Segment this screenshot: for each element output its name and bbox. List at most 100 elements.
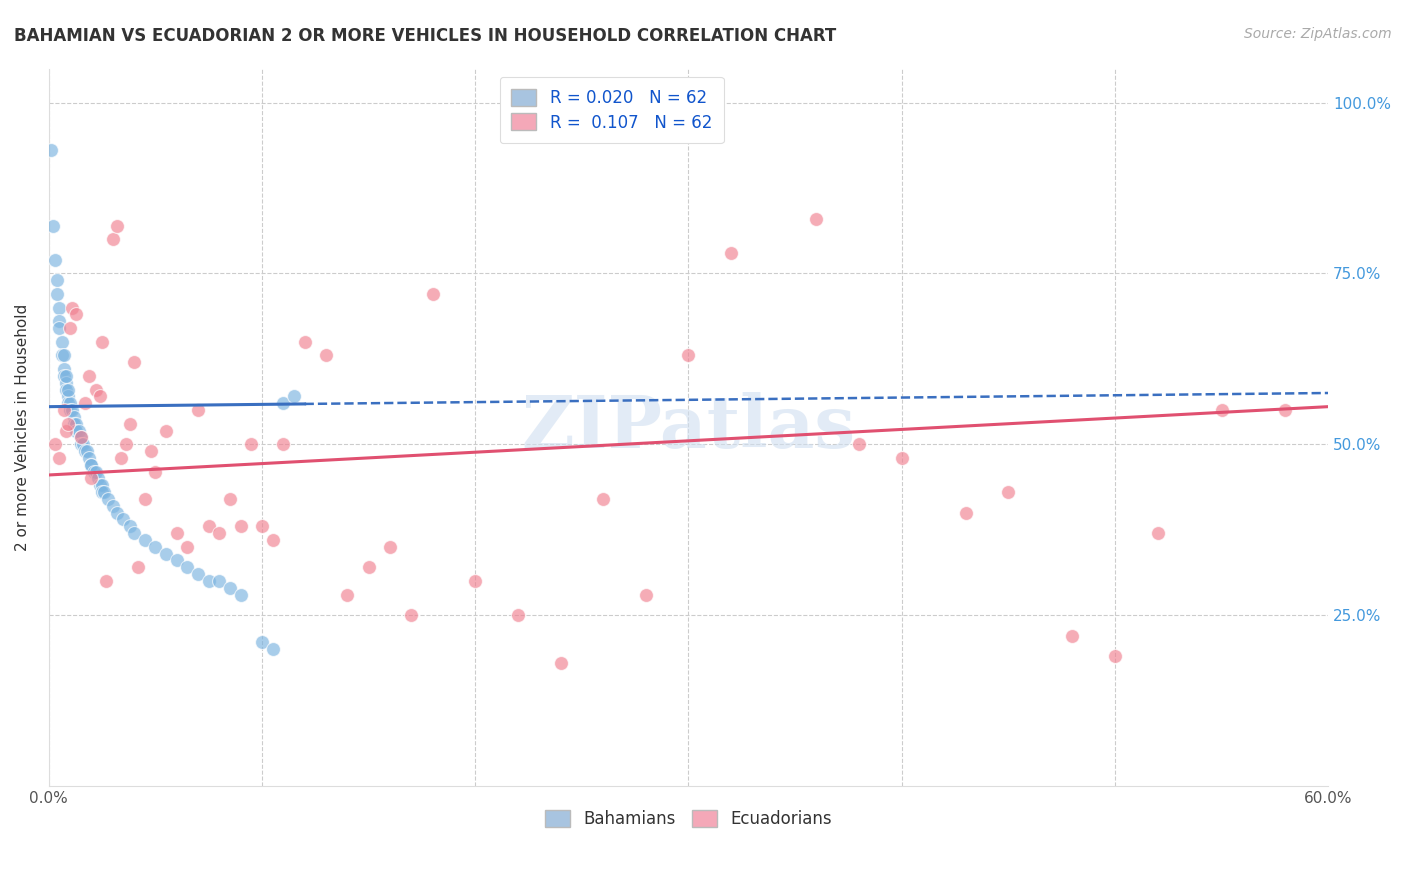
Point bbox=[229, 519, 252, 533]
Point bbox=[56, 389, 79, 403]
Point bbox=[114, 437, 136, 451]
Point bbox=[592, 491, 614, 506]
Point bbox=[271, 437, 294, 451]
Point bbox=[84, 465, 107, 479]
Point bbox=[77, 450, 100, 465]
Point bbox=[48, 301, 70, 315]
Point bbox=[634, 587, 657, 601]
Point bbox=[55, 424, 77, 438]
Point bbox=[65, 308, 87, 322]
Point bbox=[51, 348, 73, 362]
Point bbox=[83, 465, 105, 479]
Legend: Bahamians, Ecuadorians: Bahamians, Ecuadorians bbox=[538, 804, 839, 835]
Point bbox=[69, 430, 91, 444]
Point bbox=[357, 560, 380, 574]
Point bbox=[155, 547, 177, 561]
Point bbox=[76, 444, 98, 458]
Point bbox=[48, 314, 70, 328]
Point bbox=[550, 656, 572, 670]
Point bbox=[39, 144, 62, 158]
Point bbox=[250, 519, 273, 533]
Point bbox=[80, 458, 103, 472]
Point bbox=[145, 465, 167, 479]
Point bbox=[294, 334, 316, 349]
Point bbox=[67, 424, 90, 438]
Point bbox=[890, 450, 912, 465]
Point bbox=[229, 587, 252, 601]
Point bbox=[44, 252, 66, 267]
Point bbox=[97, 491, 120, 506]
Point bbox=[65, 424, 87, 438]
Point bbox=[1274, 403, 1296, 417]
Point bbox=[89, 389, 111, 403]
Point bbox=[77, 368, 100, 383]
Point bbox=[506, 607, 529, 622]
Point bbox=[118, 519, 141, 533]
Text: BAHAMIAN VS ECUADORIAN 2 OR MORE VEHICLES IN HOUSEHOLD CORRELATION CHART: BAHAMIAN VS ECUADORIAN 2 OR MORE VEHICLE… bbox=[14, 27, 837, 45]
Point bbox=[91, 334, 114, 349]
Point bbox=[166, 526, 188, 541]
Point bbox=[399, 607, 422, 622]
Point bbox=[955, 506, 977, 520]
Point bbox=[1211, 403, 1233, 417]
Point bbox=[91, 485, 114, 500]
Point bbox=[51, 334, 73, 349]
Point bbox=[166, 553, 188, 567]
Point bbox=[208, 574, 231, 588]
Point bbox=[101, 232, 124, 246]
Point bbox=[80, 458, 103, 472]
Point bbox=[60, 403, 83, 417]
Point bbox=[1146, 526, 1168, 541]
Point bbox=[678, 348, 700, 362]
Point bbox=[46, 287, 69, 301]
Point bbox=[93, 485, 115, 500]
Point bbox=[84, 383, 107, 397]
Point bbox=[69, 437, 91, 451]
Point bbox=[176, 560, 198, 574]
Point bbox=[56, 396, 79, 410]
Point bbox=[55, 376, 77, 390]
Point bbox=[122, 355, 145, 369]
Point bbox=[139, 444, 162, 458]
Point bbox=[52, 348, 75, 362]
Point bbox=[806, 211, 828, 226]
Point bbox=[48, 321, 70, 335]
Point bbox=[73, 444, 96, 458]
Point bbox=[240, 437, 263, 451]
Point bbox=[464, 574, 486, 588]
Point bbox=[69, 430, 91, 444]
Point bbox=[105, 506, 128, 520]
Point bbox=[89, 478, 111, 492]
Point bbox=[65, 417, 87, 431]
Point bbox=[80, 471, 103, 485]
Point bbox=[55, 368, 77, 383]
Point bbox=[197, 574, 219, 588]
Point bbox=[73, 396, 96, 410]
Point bbox=[96, 574, 118, 588]
Point bbox=[42, 219, 65, 233]
Point bbox=[134, 533, 156, 547]
Point bbox=[197, 519, 219, 533]
Point bbox=[422, 287, 444, 301]
Point bbox=[378, 540, 401, 554]
Point bbox=[848, 437, 870, 451]
Point bbox=[127, 560, 149, 574]
Point bbox=[315, 348, 337, 362]
Point bbox=[336, 587, 359, 601]
Y-axis label: 2 or more Vehicles in Household: 2 or more Vehicles in Household bbox=[15, 303, 30, 550]
Point bbox=[262, 642, 284, 657]
Point bbox=[187, 567, 209, 582]
Point bbox=[219, 581, 242, 595]
Point bbox=[219, 491, 242, 506]
Point bbox=[1062, 628, 1084, 642]
Text: Source: ZipAtlas.com: Source: ZipAtlas.com bbox=[1244, 27, 1392, 41]
Point bbox=[271, 396, 294, 410]
Point bbox=[59, 396, 82, 410]
Point bbox=[110, 450, 132, 465]
Point bbox=[105, 219, 128, 233]
Point bbox=[997, 485, 1019, 500]
Point bbox=[52, 403, 75, 417]
Point bbox=[63, 409, 86, 424]
Point bbox=[44, 437, 66, 451]
Point bbox=[59, 321, 82, 335]
